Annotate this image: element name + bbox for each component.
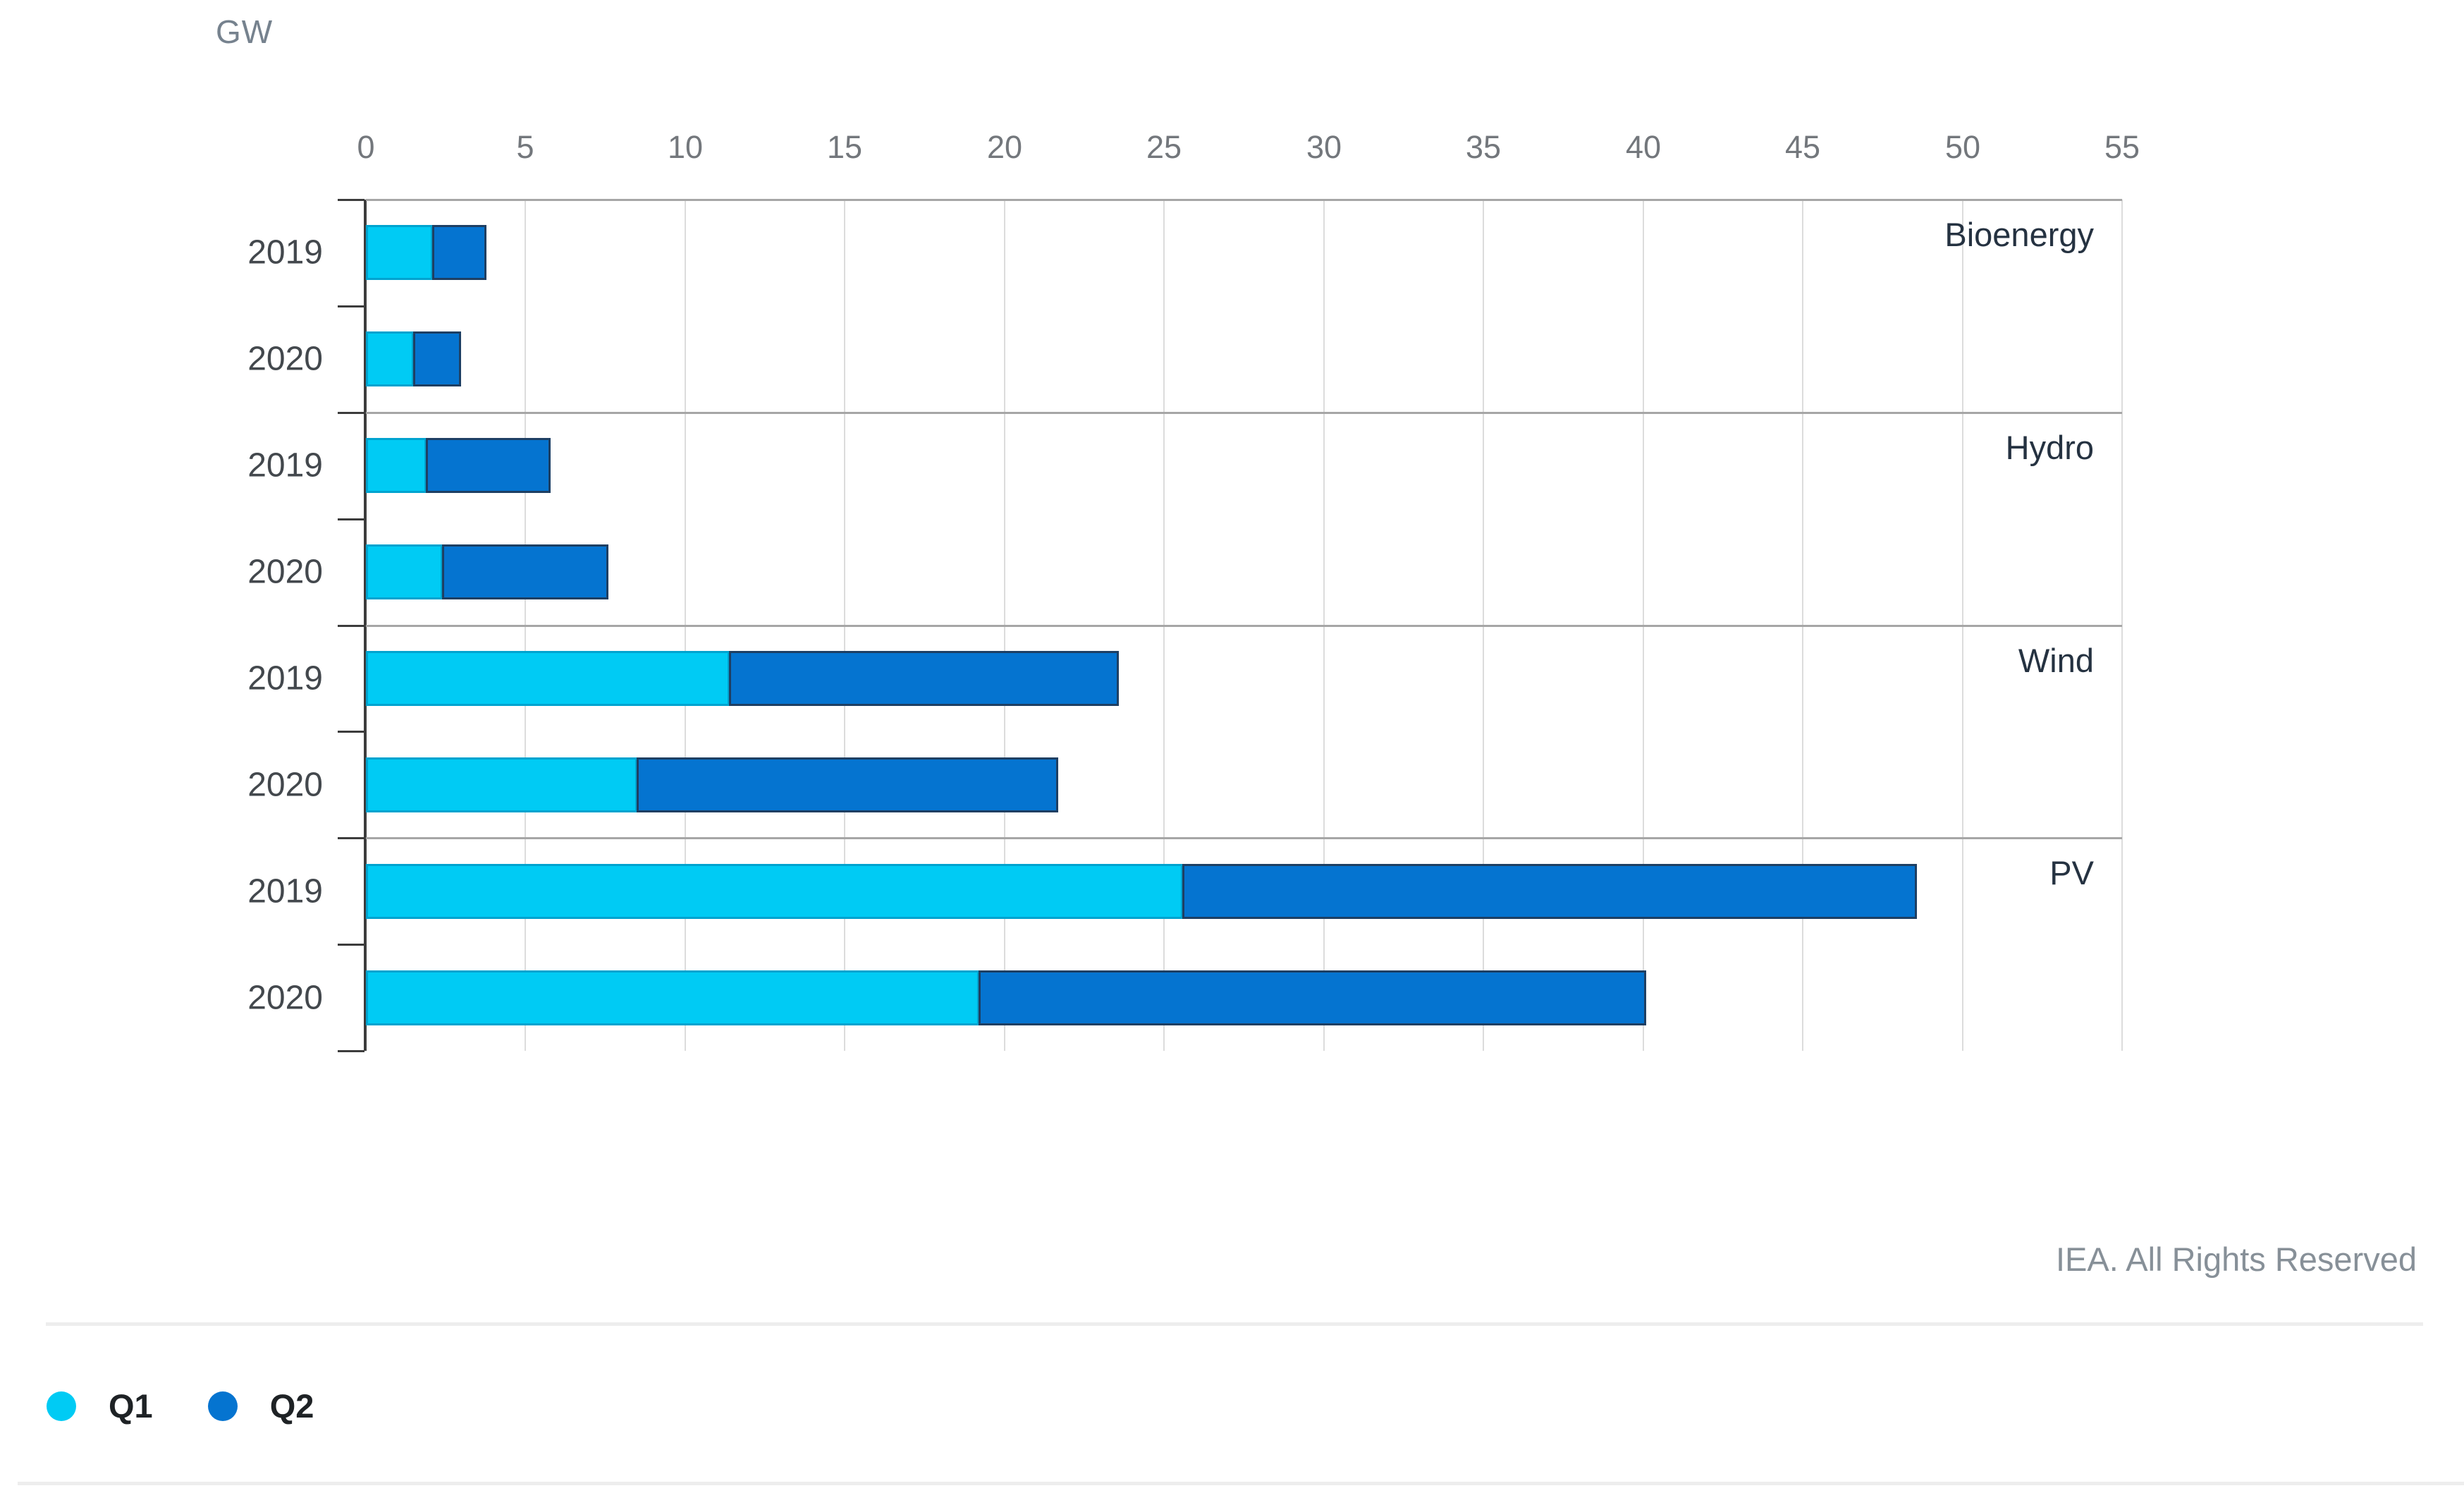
y-axis-tick	[338, 518, 364, 520]
legend-label: Q2	[269, 1387, 314, 1425]
year-label: 2020	[247, 766, 323, 804]
category-label-wind: Wind	[2018, 642, 2094, 679]
x-axis-tick-label-5: 5	[516, 129, 534, 165]
y-axis-tick	[338, 412, 364, 414]
bar-segment-q1-pv-2019[interactable]	[366, 864, 1183, 919]
bar-segment-q1-bioenergy-2020[interactable]	[366, 331, 414, 386]
year-label: 2020	[247, 979, 323, 1017]
y-axis-unit-label: GW	[216, 13, 274, 50]
bar-pv-2020	[366, 970, 1646, 1025]
x-axis-tick-label-55: 55	[2104, 129, 2140, 165]
group-separator-hydro	[366, 412, 2122, 414]
bar-segment-q1-wind-2019[interactable]	[366, 651, 730, 706]
x-axis-tick-label-10: 10	[667, 129, 704, 165]
x-axis-tick-label-50: 50	[1944, 129, 1981, 165]
bar-segment-q2-pv-2020[interactable]	[979, 970, 1646, 1025]
gridline-55	[2121, 200, 2123, 1051]
year-label: 2019	[247, 659, 323, 697]
year-label: 2019	[247, 233, 323, 272]
group-separator-pv	[366, 837, 2122, 839]
x-axis-tick-label-25: 25	[1146, 129, 1182, 165]
legend-item-q2[interactable]: Q2	[207, 1387, 314, 1425]
group-separator-wind	[366, 625, 2122, 627]
year-label: 2020	[247, 553, 323, 591]
bar-bioenergy-2019	[366, 225, 486, 280]
legend-label: Q1	[109, 1387, 153, 1425]
y-axis-tick	[338, 1050, 364, 1052]
bar-segment-q1-wind-2020[interactable]	[366, 757, 637, 812]
year-label: 2020	[247, 340, 323, 378]
x-axis-tick-label-15: 15	[826, 129, 863, 165]
y-axis-tick	[338, 731, 364, 733]
plot-area: 0 5 10 15 20 25 30 35 40 45 50 55 Bioenergy 2019 2020 H…	[247, 129, 2140, 1052]
year-label: 2019	[247, 872, 323, 910]
bar-segment-q1-bioenergy-2019[interactable]	[366, 225, 433, 280]
legend-dot-q1	[47, 1391, 76, 1421]
bar-segment-q2-hydro-2020[interactable]	[442, 544, 608, 599]
x-axis-tick-label-30: 30	[1306, 129, 1342, 165]
legend: Q1 Q2	[47, 1387, 314, 1425]
category-label-pv: PV	[2049, 854, 2094, 891]
bar-segment-q2-hydro-2019[interactable]	[426, 438, 551, 493]
bar-segment-q2-wind-2020[interactable]	[637, 757, 1058, 812]
y-axis-tick	[338, 837, 364, 839]
divider-line-bottom	[18, 1482, 2464, 1485]
bar-wind-2019	[366, 651, 1119, 706]
bar-segment-q2-pv-2019[interactable]	[1182, 864, 1917, 919]
bar-segment-q1-pv-2020[interactable]	[366, 970, 979, 1025]
year-label: 2019	[247, 446, 323, 485]
y-axis-tick	[338, 944, 364, 946]
legend-dot-q2	[207, 1391, 238, 1421]
divider-line-top	[46, 1322, 2423, 1326]
bar-bioenergy-2020	[366, 331, 461, 386]
x-axis-tick-label-40: 40	[1625, 129, 1662, 165]
group-separator-bioenergy	[366, 199, 2122, 201]
bar-pv-2019	[366, 864, 1917, 919]
y-axis-tick	[338, 305, 364, 307]
category-label-hydro: Hydro	[2005, 429, 2094, 466]
x-axis-tick-label-45: 45	[1784, 129, 1821, 165]
copyright-text: IEA. All Rights Reserved	[2056, 1241, 2417, 1278]
bar-segment-q1-hydro-2020[interactable]	[366, 544, 443, 599]
bar-hydro-2019	[366, 438, 551, 493]
legend-item-q1[interactable]: Q1	[47, 1387, 153, 1425]
bar-segment-q1-hydro-2019[interactable]	[366, 438, 427, 493]
y-axis-line	[364, 200, 367, 1051]
bar-segment-q2-wind-2019[interactable]	[729, 651, 1119, 706]
x-axis-tick-label-0: 0	[357, 129, 375, 165]
bar-segment-q2-bioenergy-2020[interactable]	[413, 331, 461, 386]
x-axis-tick-label-20: 20	[986, 129, 1023, 165]
bar-segment-q2-bioenergy-2019[interactable]	[432, 225, 486, 280]
y-axis-tick	[338, 199, 364, 201]
bar-wind-2020	[366, 757, 1058, 812]
bar-hydro-2020	[366, 544, 608, 599]
x-axis-tick-label-35: 35	[1465, 129, 1502, 165]
category-label-bioenergy: Bioenergy	[1944, 216, 2094, 253]
y-axis-tick	[338, 625, 364, 627]
